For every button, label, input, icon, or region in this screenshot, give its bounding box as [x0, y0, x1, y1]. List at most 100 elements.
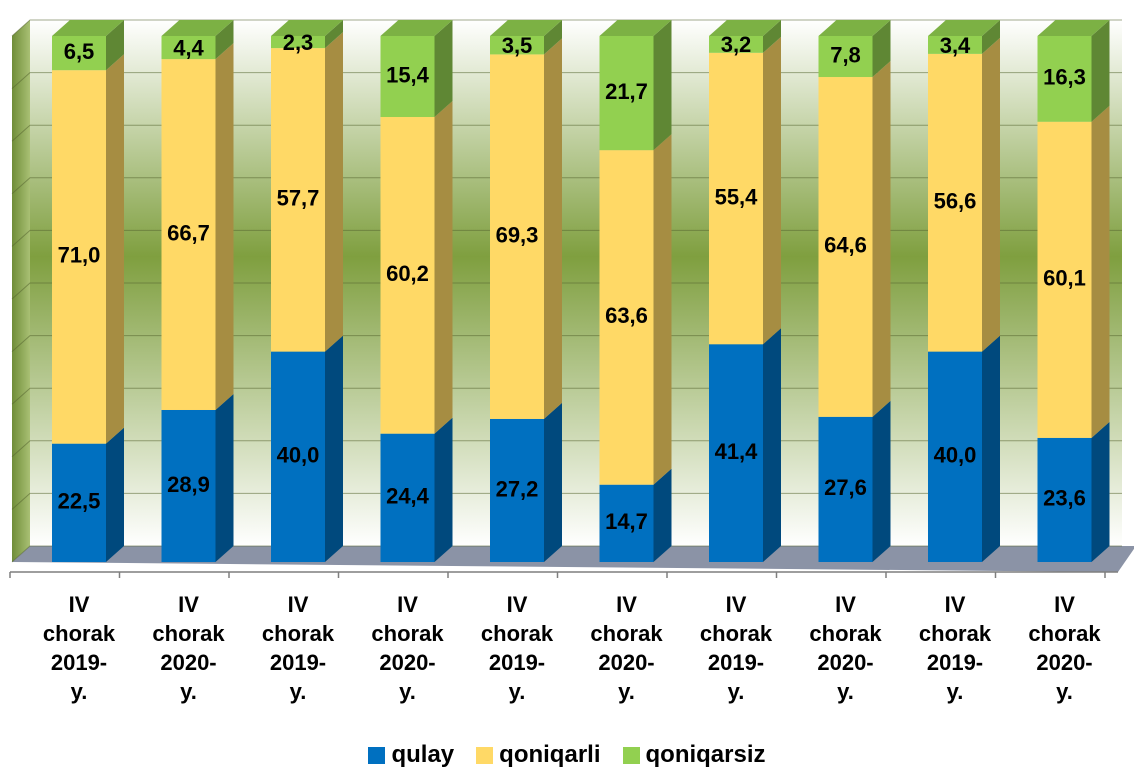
bar-side-qoniqarli	[763, 36, 781, 345]
data-label: 22,5	[58, 489, 101, 514]
bar-group: 27,6 64,6 7,8	[818, 20, 891, 562]
data-label: 40,0	[934, 443, 977, 468]
bar-side-qoniqarli	[653, 134, 672, 485]
bar-group: 28,9 66,7 4,4	[161, 20, 234, 562]
data-label: 3,2	[721, 32, 752, 57]
legend-label: qulay	[391, 741, 455, 768]
data-label: 16,3	[1043, 65, 1086, 90]
bar-qulay	[380, 433, 435, 562]
data-label: 2,3	[283, 30, 314, 55]
data-label: 64,6	[824, 233, 867, 258]
data-label: 14,7	[605, 509, 648, 534]
data-label: 66,7	[167, 220, 210, 245]
x-tick-label: IV chorak 2019-y.	[919, 592, 992, 704]
data-label: 71,0	[58, 243, 101, 268]
bar-side-qoniqarli	[544, 38, 562, 419]
bar-qoniqarli	[380, 117, 435, 434]
data-label: 63,6	[605, 303, 648, 328]
bar-top	[271, 20, 343, 36]
bar-group: 24,4 60,2 15,4	[380, 20, 453, 562]
bar-qoniqarli	[599, 150, 654, 485]
bar-qoniqarsiz	[380, 36, 435, 118]
bar-qoniqarli	[818, 77, 873, 417]
bar-qoniqarsiz	[490, 36, 544, 55]
bar-side-qulay	[106, 427, 124, 562]
bar-top	[1037, 20, 1110, 36]
bar-side-qoniqarsiz	[653, 20, 672, 151]
legend-label: qoniqarsiz	[645, 741, 766, 768]
legend-swatch	[622, 746, 640, 764]
data-label: 40,0	[277, 443, 320, 468]
bar-top	[709, 20, 781, 36]
bar-qoniqarli	[490, 54, 544, 419]
bar-side-qoniqarsiz	[106, 20, 124, 71]
bar-qulay	[161, 409, 216, 562]
bar-top	[599, 20, 672, 36]
bar-side-qulay	[215, 393, 234, 562]
bar-qoniqarsiz	[1037, 36, 1092, 122]
bar-side-qulay	[982, 335, 1000, 562]
bar-qulay	[928, 351, 982, 562]
data-label: 23,6	[1043, 486, 1086, 511]
x-tick-label: IV chorak 2019-y.	[700, 592, 773, 704]
data-label: 21,7	[605, 79, 648, 104]
bar-qulay	[52, 443, 106, 562]
bar-side-qulay	[763, 328, 781, 562]
bar-side-qoniqarli	[982, 37, 1000, 352]
bar-qulay	[1037, 437, 1092, 562]
data-label: 3,5	[502, 33, 533, 58]
bar-qoniqarli	[271, 48, 325, 352]
bar-side-qulay	[325, 335, 343, 562]
bar-qoniqarsiz	[709, 36, 763, 53]
bar-side-qoniqarsiz	[982, 20, 1000, 54]
bar-side-qoniqarsiz	[434, 20, 453, 118]
bar-side-qoniqarli	[434, 101, 453, 434]
bar-side-qoniqarli	[872, 61, 891, 417]
x-tick-label: IV chorak 2020-y.	[152, 592, 225, 704]
bar-side-qoniqarli	[215, 43, 234, 410]
bar-side-qoniqarsiz	[544, 20, 562, 55]
legend: qulay qoniqarli qoniqarsiz	[0, 738, 1134, 772]
x-tick-label: IV chorak 2019-y.	[43, 592, 116, 704]
bar-side-qulay	[544, 402, 562, 562]
bar-side-qoniqarsiz	[872, 20, 891, 78]
bar-side-qoniqarli	[106, 54, 124, 444]
data-label: 69,3	[496, 222, 539, 247]
bar-side-qulay	[434, 417, 453, 562]
bar-top	[380, 20, 453, 36]
data-label: 60,2	[386, 261, 429, 286]
data-label: 57,7	[277, 186, 320, 211]
data-label: 3,4	[940, 33, 971, 58]
bar-side-qulay	[653, 468, 672, 562]
data-label: 7,8	[830, 42, 861, 67]
bar-side-qoniqarsiz	[215, 20, 234, 60]
bar-qulay	[818, 416, 873, 562]
legend-item-qoniqarsiz: qoniqarsiz	[622, 741, 766, 769]
bar-qoniqarsiz	[599, 36, 654, 151]
x-tick-label: IV chorak 2020-y.	[1028, 592, 1101, 704]
bar-qulay	[709, 344, 763, 562]
x-tick-label: IV chorak 2020-y.	[590, 592, 663, 704]
bar-top	[490, 20, 562, 36]
legend-item-qoniqarli: qoniqarli	[476, 741, 601, 769]
bar-top	[928, 20, 1000, 36]
bar-side-qoniqarli	[325, 32, 343, 352]
data-label: 6,5	[64, 39, 95, 64]
data-label: 15,4	[386, 62, 430, 87]
bar-qoniqarsiz	[52, 36, 106, 71]
data-label: 24,4	[386, 484, 430, 509]
bar-group: 22,5 71,0 6,5	[52, 20, 124, 562]
bar-group: 40,0 56,6 3,4	[928, 20, 1000, 562]
data-label: 28,9	[167, 472, 210, 497]
bar-qoniqarli	[161, 59, 216, 410]
bar-group: 27,2 69,3 3,5	[490, 20, 562, 562]
bar-qoniqarsiz	[818, 36, 873, 78]
x-tick-label: IV chorak 2019-y.	[262, 592, 335, 704]
bar-side-qoniqarsiz	[763, 20, 781, 53]
bar-qoniqarli	[52, 70, 106, 444]
data-label: 41,4	[715, 439, 759, 464]
chart-plot: 22,5 71,0 6,5 28,9 66,7 4,4 40,0 57,7 2,3 24,4 60,…	[9, 19, 1134, 704]
bar-side-qulay	[872, 400, 891, 562]
bar-group: 40,0 57,7 2,3	[271, 20, 343, 562]
